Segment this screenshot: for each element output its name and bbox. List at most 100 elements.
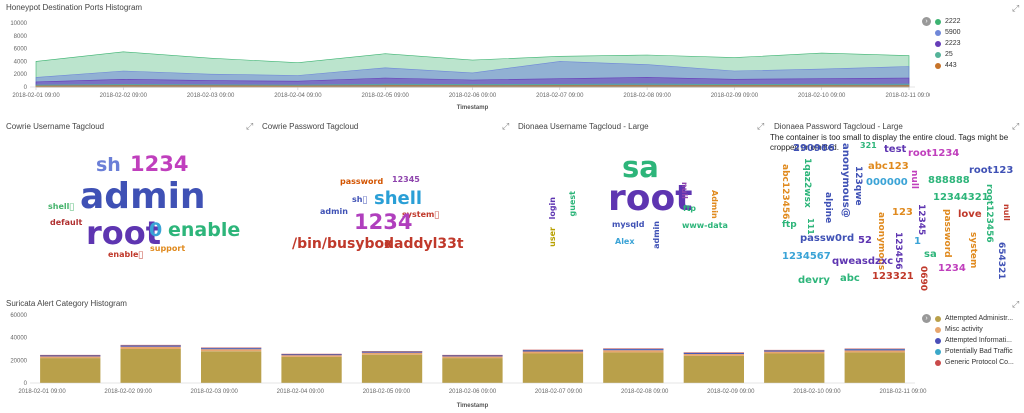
tag-word[interactable]: abc bbox=[840, 273, 860, 284]
expand-icon[interactable]: ⤢ bbox=[1012, 299, 1020, 309]
tag-word[interactable]: guest bbox=[568, 191, 577, 217]
tag-word[interactable]: Admin bbox=[710, 190, 719, 219]
tag-word[interactable]: passw0rd bbox=[800, 233, 855, 244]
x-tick-label: 2018-02-09 09:00 bbox=[711, 93, 759, 99]
expand-icon[interactable]: ⤢ bbox=[502, 121, 510, 131]
bar-segment bbox=[120, 344, 181, 346]
bar-segment bbox=[442, 356, 503, 359]
legend-item-2222[interactable]: 2222 bbox=[945, 18, 961, 25]
legend-item-2223[interactable]: 2223 bbox=[945, 40, 961, 47]
tag-word[interactable]: ftp bbox=[683, 204, 697, 213]
tag-word[interactable]: love bbox=[958, 209, 982, 220]
legend-item-bad-traffic[interactable]: Potentially Bad Traffic bbox=[945, 348, 1013, 355]
tag-word[interactable]: 1 bbox=[914, 236, 921, 247]
tag-word[interactable]: 000000 bbox=[866, 177, 908, 188]
tag-word[interactable]: root123 bbox=[969, 165, 1014, 176]
legend-toggle-icon[interactable]: › bbox=[922, 314, 931, 323]
tag-word[interactable]: alpine bbox=[823, 192, 833, 224]
tag-word[interactable]: 12344321 bbox=[933, 192, 989, 203]
tag-word[interactable]: devry bbox=[798, 275, 830, 286]
tag-word[interactable]: 1234 bbox=[354, 210, 413, 234]
tag-word[interactable]: 1qaz2wsx bbox=[802, 158, 812, 208]
expand-icon[interactable]: ⤢ bbox=[1012, 121, 1020, 131]
x-tick-label: 2018-02-02 09:00 bbox=[100, 93, 148, 99]
tag-word[interactable]: 654321 bbox=[996, 242, 1006, 280]
legend-item-attempted-admin[interactable]: Attempted Administr... bbox=[945, 315, 1014, 322]
expand-icon[interactable]: ⤢ bbox=[1012, 3, 1020, 13]
bar-segment bbox=[844, 348, 905, 350]
tag-word[interactable]: root bbox=[86, 214, 162, 252]
tag-word[interactable]: root1234 bbox=[908, 148, 960, 159]
tag-word[interactable]: 123qwe bbox=[853, 166, 863, 206]
tag-word[interactable]: 111 bbox=[806, 218, 815, 235]
legend-item-generic-protocol[interactable]: Generic Protocol Co... bbox=[945, 359, 1014, 366]
tag-word[interactable]: 123 bbox=[892, 207, 913, 218]
tag-word[interactable]: www-data bbox=[682, 221, 728, 230]
tag-word[interactable]: enable bbox=[168, 219, 241, 241]
tag-word[interactable]: mysqld bbox=[612, 220, 645, 229]
legend-item-5900[interactable]: 5900 bbox=[945, 29, 961, 36]
x-tick-label: 2018-02-06 09:00 bbox=[449, 93, 497, 99]
tag-word[interactable]: anonymous@ bbox=[840, 143, 851, 218]
tag-word[interactable]: 123321 bbox=[872, 271, 914, 282]
tag-word[interactable]: sa bbox=[622, 150, 659, 184]
tag-word[interactable]: anonymous bbox=[876, 212, 886, 271]
tag-word[interactable]: Alex bbox=[615, 237, 635, 246]
legend-item-443[interactable]: 443 bbox=[945, 62, 957, 69]
tag-word[interactable]: admin bbox=[320, 207, 348, 216]
tag-word[interactable]: 12345 bbox=[916, 204, 926, 236]
tag-word[interactable]: shell bbox=[374, 188, 423, 209]
y-tick-label: 60000 bbox=[10, 313, 27, 319]
tag-word[interactable]: admin bbox=[652, 221, 661, 249]
tag-word[interactable]: sa bbox=[924, 249, 937, 260]
tag-word[interactable]: admin bbox=[80, 176, 206, 217]
legend-dot-icon bbox=[935, 51, 941, 58]
legend-item-25[interactable]: 25 bbox=[945, 51, 953, 58]
tag-word[interactable]: user bbox=[548, 227, 557, 247]
tag-word[interactable]: daddyl33t bbox=[384, 236, 464, 252]
tag-word[interactable]: 1234 bbox=[938, 263, 966, 274]
x-tick-label: 2018-02-10 09:00 bbox=[793, 389, 841, 395]
tag-word[interactable]: abc123456 bbox=[780, 164, 790, 220]
x-axis-title: Timestamp bbox=[457, 403, 489, 409]
tag-word[interactable]: login bbox=[548, 197, 557, 220]
tag-word[interactable]: null bbox=[680, 182, 689, 199]
tag-word[interactable]: password bbox=[340, 177, 384, 186]
tag-word[interactable]: root123456 bbox=[984, 184, 994, 243]
tag-word[interactable]: 12345 bbox=[392, 175, 420, 184]
tag-word[interactable]: null bbox=[1002, 204, 1011, 221]
x-tick-label: 2018-02-04 09:00 bbox=[274, 93, 322, 99]
tag-word[interactable]: null bbox=[909, 170, 919, 189]
tag-word[interactable]: ftp bbox=[782, 220, 797, 230]
legend-item-attempted-info[interactable]: Attempted Informati... bbox=[945, 337, 1012, 344]
tag-word[interactable]: sh  bbox=[352, 195, 368, 204]
tag-word[interactable]: abc123 bbox=[868, 161, 909, 172]
expand-icon[interactable]: ⤢ bbox=[757, 121, 765, 131]
tag-word[interactable]: support bbox=[150, 244, 186, 253]
tag-word[interactable]: system bbox=[968, 232, 978, 269]
tag-word[interactable]: sh bbox=[96, 154, 121, 176]
tag-word[interactable]: 1234 bbox=[130, 152, 189, 176]
tag-word[interactable]: enable  bbox=[108, 250, 144, 259]
tag-word[interactable]: /bin/busybox bbox=[292, 236, 394, 252]
x-tick-label: 2018-02-03 09:00 bbox=[187, 93, 235, 99]
tag-word[interactable]: default bbox=[50, 218, 83, 227]
tag-word[interactable]: qweasdzxc bbox=[832, 256, 894, 267]
expand-icon[interactable]: ⤢ bbox=[246, 121, 254, 131]
tag-word[interactable]: 123456 bbox=[893, 232, 903, 270]
tag-word[interactable]: 290966 bbox=[793, 143, 835, 154]
tag-word[interactable]: test bbox=[884, 144, 907, 155]
tag-word[interactable]: password bbox=[942, 209, 952, 258]
legend-item-misc-activity[interactable]: Misc activity bbox=[945, 326, 983, 333]
tag-word[interactable]: system  bbox=[402, 210, 440, 219]
tag-word[interactable]: root bbox=[608, 178, 693, 219]
tag-word[interactable]: 52 bbox=[858, 235, 872, 246]
tag-word[interactable]: 321 bbox=[860, 142, 877, 150]
tag-word[interactable]: shell  bbox=[48, 202, 75, 211]
tag-word[interactable]: 1234567 bbox=[782, 251, 831, 262]
tag-word[interactable]: 0 bbox=[149, 219, 163, 241]
tag-word[interactable]: 888888 bbox=[928, 175, 970, 186]
cowrie-password-title: Cowrie Password Tagcloud bbox=[262, 122, 359, 131]
legend-toggle-icon[interactable]: › bbox=[922, 17, 931, 26]
tag-word[interactable]: 0690 bbox=[918, 266, 928, 292]
